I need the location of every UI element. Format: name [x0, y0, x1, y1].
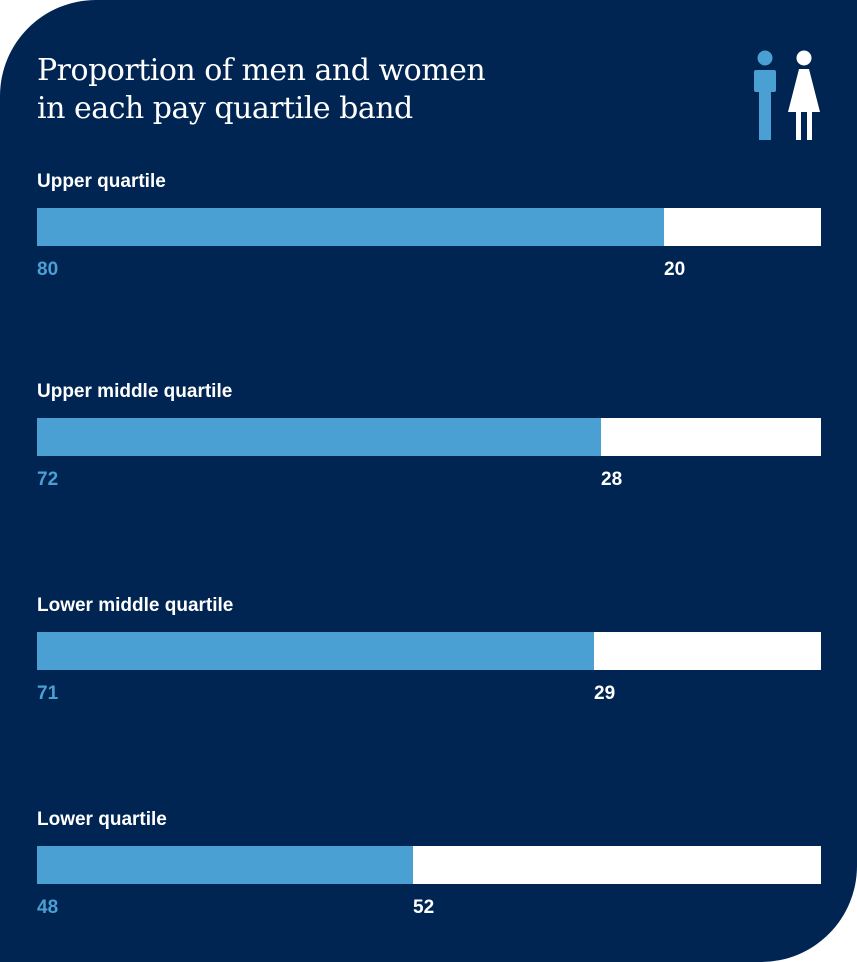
quartile-upper-middle-quartile: Upper middle quartile 72 28: [37, 380, 821, 490]
men-value-label: 71: [37, 683, 59, 704]
women-value-label: 29: [594, 683, 616, 704]
chart-title: Proportion of men and women in each pay …: [37, 52, 486, 128]
quartile-upper-quartile: Upper quartile 80 20: [37, 170, 821, 280]
gender-icons: [754, 50, 820, 140]
men-bar-segment: [37, 846, 413, 884]
title-line-1: Proportion of men and women: [37, 53, 486, 88]
man-icon: [754, 50, 776, 140]
men-value-label: 48: [37, 897, 59, 918]
women-value-label: 28: [601, 469, 623, 490]
women-bar-segment: [37, 632, 821, 670]
women-value-label: 52: [413, 897, 435, 918]
quartile-lower-middle-quartile: Lower middle quartile 71 29: [37, 594, 821, 704]
quartile-label: Upper quartile: [37, 171, 166, 192]
woman-icon: [788, 50, 820, 140]
quartile-lower-quartile: Lower quartile 48 52: [37, 808, 821, 918]
men-bar-segment: [37, 632, 594, 670]
women-bar-segment: [37, 846, 821, 884]
title-line-2: in each pay quartile band: [37, 91, 413, 126]
quartile-label: Lower middle quartile: [37, 595, 234, 616]
men-value-label: 80: [37, 259, 59, 280]
quartile-label: Upper middle quartile: [37, 381, 233, 402]
women-bar-segment: [37, 208, 821, 246]
men-bar-segment: [37, 208, 664, 246]
men-bar-segment: [37, 418, 601, 456]
men-value-label: 72: [37, 469, 59, 490]
women-value-label: 20: [664, 259, 686, 280]
women-bar-segment: [37, 418, 821, 456]
quartile-label: Lower quartile: [37, 809, 167, 830]
